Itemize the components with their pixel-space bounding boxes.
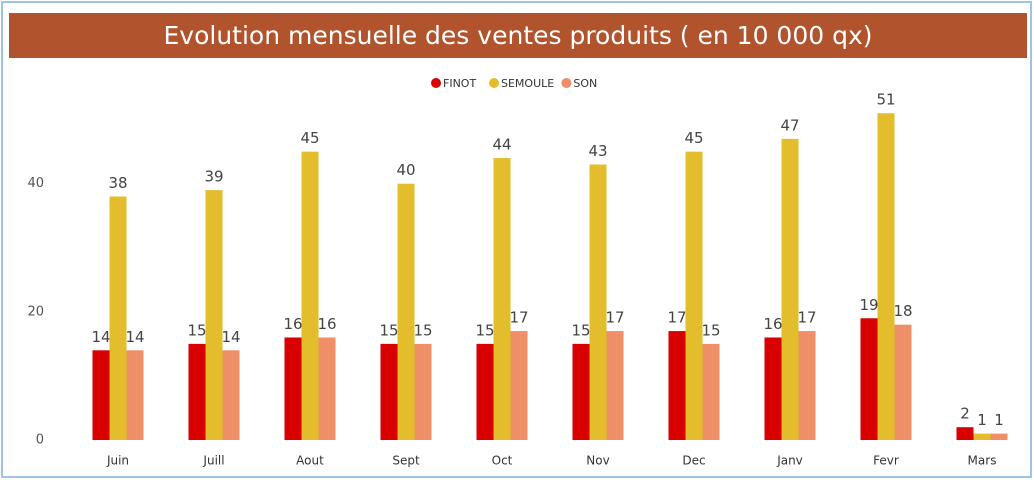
value-label: 18 — [893, 302, 912, 320]
bar — [109, 196, 127, 440]
bar — [284, 337, 302, 440]
chart-title: Evolution mensuelle des ventes produits … — [164, 21, 873, 50]
legend-label: FINOT — [443, 77, 476, 90]
bar — [572, 343, 590, 440]
value-label: 1 — [994, 411, 1004, 429]
bar — [493, 158, 511, 440]
bar — [764, 337, 782, 440]
bar — [318, 337, 336, 440]
value-label: 15 — [701, 321, 720, 339]
value-label: 16 — [763, 315, 782, 333]
value-label: 38 — [108, 174, 127, 192]
bar — [476, 343, 494, 440]
bar — [894, 324, 912, 440]
value-label: 14 — [91, 328, 110, 346]
bar — [860, 318, 878, 440]
value-label: 44 — [492, 136, 511, 154]
x-tick-label: Dec — [682, 454, 705, 468]
value-label: 17 — [605, 309, 624, 327]
bar — [188, 343, 206, 440]
x-tick-label: Juin — [106, 454, 129, 468]
bar — [92, 350, 110, 440]
value-label: 16 — [317, 315, 336, 333]
x-tick-label: Aout — [296, 454, 324, 468]
bar — [702, 343, 720, 440]
value-label: 14 — [221, 328, 240, 346]
bar — [222, 350, 240, 440]
bar — [781, 138, 799, 440]
bar — [380, 343, 398, 440]
value-label: 17 — [509, 309, 528, 327]
value-label: 15 — [571, 321, 590, 339]
value-label: 51 — [876, 91, 895, 109]
value-label: 19 — [859, 296, 878, 314]
title-banner — [9, 13, 1027, 58]
y-tick-label: 20 — [27, 304, 44, 319]
legend-label: SON — [573, 77, 597, 90]
y-tick-label: 40 — [27, 176, 44, 191]
x-tick-label: Janv — [776, 454, 803, 468]
bar — [397, 183, 415, 440]
bar — [606, 331, 624, 440]
bar — [668, 331, 686, 440]
legend-swatch — [489, 78, 499, 88]
value-label: 43 — [588, 142, 607, 160]
bar — [798, 331, 816, 440]
value-label: 15 — [413, 321, 432, 339]
value-label: 17 — [667, 309, 686, 327]
value-label: 45 — [300, 129, 319, 147]
bar — [126, 350, 144, 440]
value-label: 47 — [780, 116, 799, 134]
bar — [877, 113, 895, 440]
value-label: 17 — [797, 309, 816, 327]
x-tick-label: Sept — [392, 454, 420, 468]
x-tick-label: Nov — [586, 454, 609, 468]
bar — [685, 151, 703, 440]
value-label: 16 — [283, 315, 302, 333]
bar — [589, 164, 607, 440]
x-tick-label: Juill — [202, 454, 224, 468]
value-label: 39 — [204, 168, 223, 186]
bar — [956, 427, 974, 440]
legend-swatch — [431, 78, 441, 88]
value-label: 40 — [396, 161, 415, 179]
value-label: 45 — [684, 129, 703, 147]
bar — [205, 190, 223, 440]
x-tick-label: Oct — [492, 454, 513, 468]
value-label: 2 — [960, 405, 970, 423]
legend-swatch — [561, 78, 572, 88]
value-label: 14 — [125, 328, 144, 346]
bar — [414, 343, 432, 440]
x-tick-label: Fevr — [873, 454, 899, 468]
value-label: 15 — [379, 321, 398, 339]
value-label: 15 — [475, 321, 494, 339]
y-tick-label: 0 — [36, 433, 44, 448]
value-label: 15 — [187, 321, 206, 339]
bar — [973, 433, 991, 440]
bar — [301, 151, 319, 440]
bar — [510, 331, 528, 440]
legend-label: SEMOULE — [501, 77, 554, 90]
x-tick-label: Mars — [968, 454, 997, 468]
value-label: 1 — [977, 411, 987, 429]
bar — [990, 433, 1008, 440]
